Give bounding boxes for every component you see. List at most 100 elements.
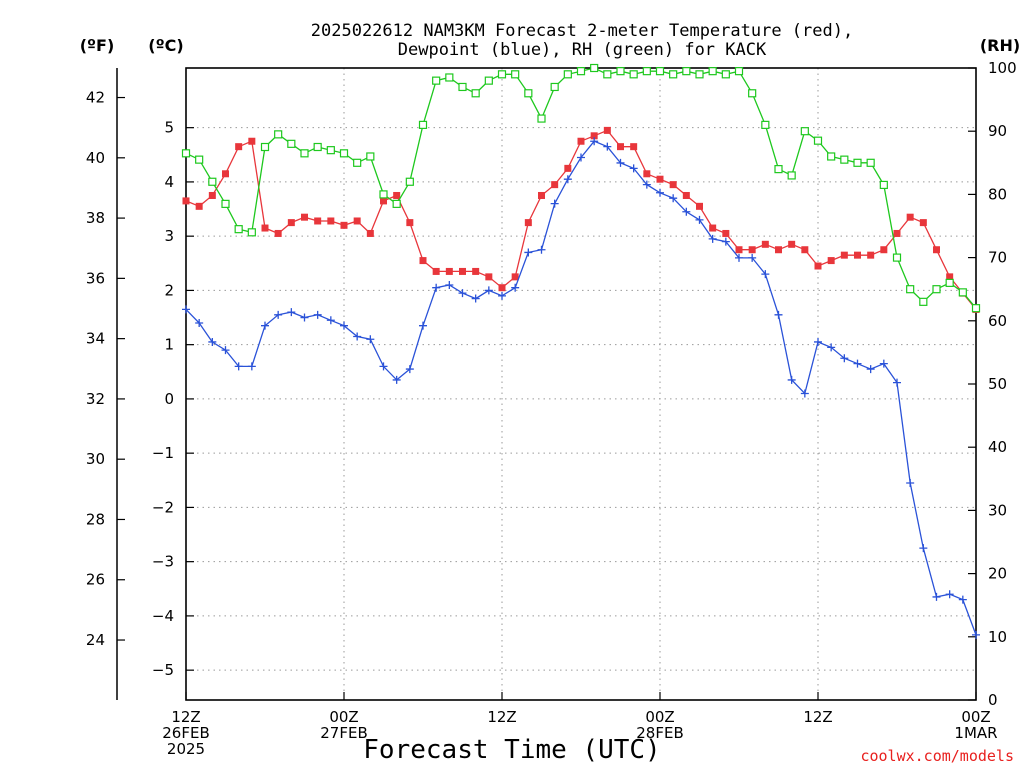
data-point <box>458 82 467 92</box>
series-dewpoint <box>182 137 980 639</box>
celsius-tick-label: −2 <box>152 498 174 516</box>
time-tick-label: 12Z <box>803 708 832 726</box>
data-point <box>629 164 638 173</box>
data-point <box>326 146 335 155</box>
fahrenheit-tick-label: 34 <box>86 330 105 348</box>
celsius-unit-label: (ºC) <box>148 36 183 55</box>
data-point <box>669 70 678 79</box>
data-point <box>419 321 427 330</box>
data-point <box>932 592 941 601</box>
data-point <box>340 221 348 229</box>
data-point <box>366 335 375 344</box>
grid-lines <box>186 68 976 700</box>
data-point <box>748 89 757 98</box>
data-point <box>866 365 875 374</box>
data-point <box>445 280 454 289</box>
data-point <box>419 257 427 265</box>
chart-title-line-1: 2025022612 NAM3KM Forecast 2-meter Tempe… <box>311 21 853 41</box>
data-point <box>590 63 599 73</box>
data-point <box>563 175 572 184</box>
data-point <box>775 246 782 254</box>
data-point <box>577 137 585 145</box>
data-point <box>840 251 848 259</box>
data-point <box>814 337 822 346</box>
rh-tick-label: 100 <box>988 59 1017 77</box>
celsius-tick-label: −1 <box>152 444 174 462</box>
data-point <box>182 305 190 314</box>
data-point <box>221 199 230 208</box>
rh-tick-label: 0 <box>988 691 998 709</box>
data-point <box>774 310 783 319</box>
data-point <box>814 262 822 270</box>
time-tick-label: 12Z <box>487 708 516 726</box>
data-point <box>327 217 335 225</box>
data-point <box>945 590 954 599</box>
celsius-tick-label: 2 <box>164 281 174 299</box>
data-point <box>682 207 691 216</box>
fahrenheit-tick-label: 28 <box>86 510 105 528</box>
time-tick-label: 27FEB <box>320 724 367 742</box>
data-point <box>221 346 230 355</box>
data-point <box>642 180 651 189</box>
data-point <box>274 229 282 237</box>
data-point <box>813 136 823 145</box>
fahrenheit-tick-label: 38 <box>86 209 105 227</box>
rh-tick-label: 50 <box>988 375 1007 393</box>
data-point <box>498 291 506 300</box>
data-point <box>301 213 308 221</box>
data-point <box>827 152 836 161</box>
data-point <box>432 283 441 292</box>
data-point <box>485 273 493 281</box>
data-point <box>484 286 493 295</box>
data-point <box>353 332 362 341</box>
fahrenheit-axis: 42 40 38 36 34 32 30 28 26 24 <box>86 68 125 700</box>
data-point <box>630 143 638 151</box>
series-line <box>185 67 977 309</box>
data-point <box>353 217 361 225</box>
data-point <box>235 143 243 151</box>
data-point <box>458 289 467 298</box>
data-point <box>564 164 572 172</box>
fahrenheit-tick-label: 42 <box>86 89 105 107</box>
data-point <box>222 170 229 178</box>
data-point <box>287 219 295 227</box>
data-point <box>972 630 980 639</box>
data-point <box>248 137 256 145</box>
data-point <box>261 321 269 330</box>
data-point <box>326 316 335 325</box>
data-point <box>287 139 296 148</box>
rh-tick-label: 40 <box>988 438 1007 456</box>
data-point <box>709 224 717 232</box>
data-point <box>181 149 191 158</box>
data-point <box>629 70 638 79</box>
data-point <box>379 190 388 199</box>
data-point <box>537 245 546 254</box>
data-point <box>208 177 217 186</box>
rh-tick-label: 10 <box>988 628 1007 646</box>
data-point <box>300 149 309 158</box>
data-point <box>866 158 875 167</box>
data-point <box>708 234 717 243</box>
data-point <box>932 285 941 294</box>
data-point <box>946 273 954 281</box>
data-point <box>445 267 453 275</box>
data-point <box>195 202 203 210</box>
data-point <box>722 229 730 237</box>
data-point <box>655 67 665 76</box>
rh-unit-label: (RH) <box>980 36 1020 55</box>
data-point <box>590 137 599 146</box>
data-point <box>682 67 691 76</box>
data-point <box>616 158 625 167</box>
fahrenheit-tick-label: 32 <box>86 390 105 408</box>
data-point <box>695 70 704 79</box>
data-point <box>524 248 533 257</box>
source-credit: coolwx.com/models <box>860 747 1014 765</box>
data-point <box>405 365 414 374</box>
data-point <box>735 253 743 262</box>
fahrenheit-unit-label: (ºF) <box>80 36 115 55</box>
fahrenheit-tick-label: 40 <box>86 149 105 167</box>
data-point <box>393 191 401 199</box>
